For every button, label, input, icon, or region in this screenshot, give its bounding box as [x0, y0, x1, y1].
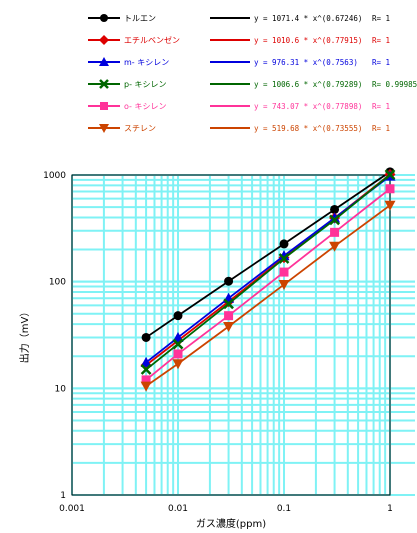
fit-r-value: R= 1 [372, 124, 390, 133]
data-point-stroke [384, 169, 396, 181]
legend-label: エチルベンゼン [124, 35, 180, 45]
y-axis-label: 出力（mV） [18, 307, 31, 364]
data-point [100, 14, 108, 22]
data-point [100, 102, 108, 110]
data-point [278, 253, 290, 264]
data-point [223, 298, 234, 310]
data-point [384, 169, 396, 181]
data-point-stroke [140, 364, 152, 375]
series-line [145, 173, 391, 371]
data-point [330, 204, 340, 214]
data-point [173, 311, 183, 321]
fit-equation: y = 743.07 * x^(0.77898) [254, 102, 362, 111]
series-line [145, 188, 391, 381]
data-point-stroke [278, 253, 290, 264]
y-tick-label: 100 [49, 278, 66, 288]
data-point [224, 276, 234, 286]
x-tick-label: 0.001 [59, 504, 85, 514]
fit-r-value: R= 1 [372, 102, 390, 111]
data-point-stroke [99, 79, 109, 89]
grid [71, 174, 415, 496]
x-axis-label: ガス濃度(ppm) [196, 517, 266, 530]
data-point [140, 356, 152, 367]
fit-equation: y = 519.68 * x^(0.73555) [254, 124, 362, 133]
data-point [141, 375, 151, 385]
data-point [279, 239, 289, 249]
data-point [99, 57, 109, 66]
x-tick-label: 0.1 [277, 504, 291, 514]
data-point [99, 35, 109, 45]
data-point-stroke [172, 338, 184, 350]
data-point [140, 364, 152, 375]
series [140, 169, 396, 375]
legend-item: スチレン y = 519.68 * x^(0.73555) R= 1 [88, 124, 390, 133]
fit-r-value: R= 1 [372, 14, 390, 23]
legend-item: p- キシレン y = 1006.6 * x^(0.79289) R= 0.9998… [88, 79, 417, 89]
fit-equation: y = 1006.6 * x^(0.79289) [254, 80, 362, 89]
data-point [172, 338, 184, 350]
data-point [384, 200, 396, 211]
y-tick-label: 10 [55, 384, 67, 394]
series-line [145, 171, 391, 339]
fit-equation: y = 1010.6 * x^(0.77915) [254, 36, 362, 45]
series [141, 184, 395, 385]
y-tick-label: 1000 [43, 171, 66, 181]
legend-label: m- キシレン [124, 58, 169, 67]
data-point [329, 212, 341, 223]
fit-r-value: R= 0.99985 [372, 80, 417, 89]
data-point [224, 311, 234, 321]
axis-ticks: 0.001 0.01 0.1 1 1 10 100 1000 [43, 171, 393, 514]
data-point [278, 250, 290, 261]
fit-r-value: R= 1 [372, 58, 390, 67]
legend-label: トルエン [124, 14, 156, 23]
series-line [145, 204, 391, 387]
legend-label: スチレン [124, 124, 156, 133]
data-point [329, 214, 340, 226]
data-point-stroke [223, 298, 234, 310]
data-point [99, 124, 109, 133]
data-point [173, 349, 183, 359]
data-point [330, 227, 340, 237]
data-point [141, 332, 151, 342]
data-point [172, 331, 184, 342]
fit-r-value: R= 1 [372, 36, 390, 45]
fit-equation: y = 976.31 * x^(0.7563) [254, 58, 358, 67]
series-line [145, 175, 391, 364]
data-point [385, 184, 395, 194]
legend-item: トルエン y = 1071.4 * x^(0.67246) R= 1 [88, 14, 390, 23]
plot-frame [71, 174, 391, 496]
y-tick-label: 1 [60, 491, 66, 501]
x-tick-label: 1 [387, 504, 393, 514]
data-point [99, 79, 109, 89]
legend-item: o- キシレン y = 743.07 * x^(0.77898) R= 1 [88, 102, 390, 111]
fit-equation: y = 1071.4 * x^(0.67246) [254, 14, 362, 23]
data-point [172, 359, 184, 370]
legend-item: エチルベンゼン y = 1010.6 * x^(0.77915) R= 1 [88, 35, 390, 45]
series-group [140, 167, 396, 392]
data-point [329, 241, 341, 252]
series [140, 200, 396, 392]
legend-item: m- キシレン y = 976.31 * x^(0.7563) R= 1 [88, 57, 390, 67]
data-point [140, 381, 152, 392]
data-point [223, 321, 235, 332]
data-point [278, 280, 290, 291]
legend-label: o- キシレン [124, 102, 166, 111]
legend-label: p- キシレン [124, 80, 167, 89]
x-tick-label: 0.01 [168, 504, 188, 514]
data-point [279, 267, 289, 277]
data-point-stroke [329, 214, 340, 226]
legend: トルエン y = 1071.4 * x^(0.67246) R= 1 エチルベンゼン y… [88, 14, 417, 133]
